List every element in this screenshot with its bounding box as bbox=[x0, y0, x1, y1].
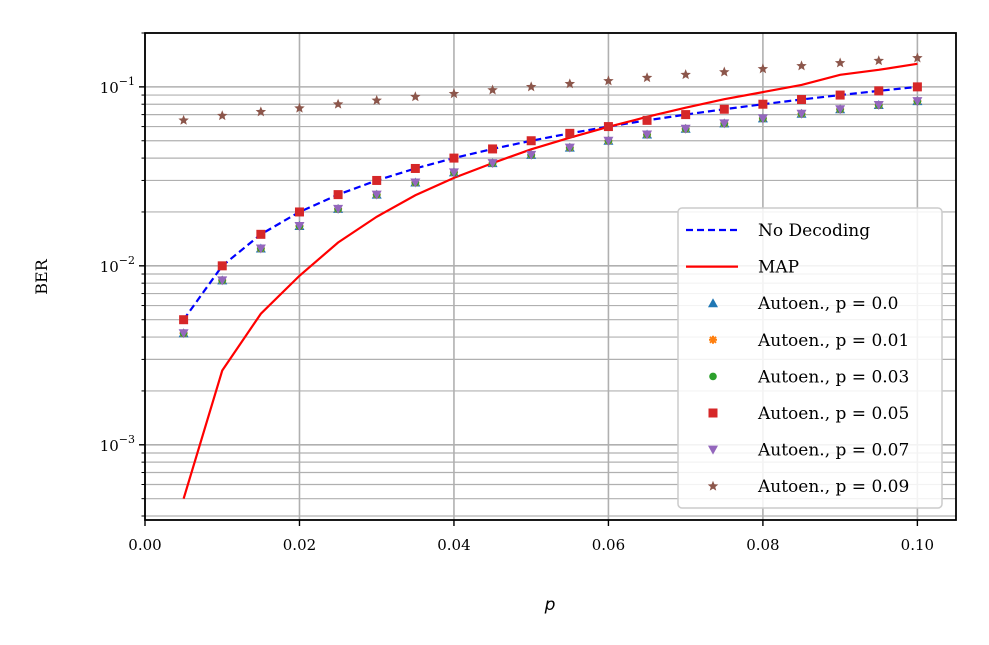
data-point-series-5 bbox=[372, 175, 382, 185]
legend-swatch-7 bbox=[707, 480, 719, 491]
data-point-series-6 bbox=[217, 276, 228, 286]
data-point-series-7 bbox=[912, 52, 923, 63]
data-point-series-7 bbox=[332, 98, 344, 109]
data-point-series-7 bbox=[757, 63, 769, 74]
data-point-series-5 bbox=[758, 99, 768, 109]
data-point-series-7 bbox=[680, 69, 691, 80]
legend-label-3: Autoen., p = 0.01 bbox=[757, 331, 909, 351]
data-point-series-5 bbox=[488, 144, 498, 154]
data-point-series-5 bbox=[912, 82, 922, 92]
axes: 0.00 0.02 0.04 0.06 0.08 0.10 10−3 10−2 10−1 bbox=[100, 32, 957, 554]
data-point-series-7 bbox=[641, 72, 653, 83]
legend-label-0: No Decoding bbox=[758, 221, 870, 241]
data-point-series-6 bbox=[526, 150, 537, 160]
legend-swatch-5 bbox=[708, 408, 718, 418]
data-point-series-5 bbox=[874, 86, 884, 96]
y-tick-label: 10−2 bbox=[100, 254, 135, 276]
data-point-series-7 bbox=[217, 110, 228, 121]
data-point-series-6 bbox=[912, 97, 923, 107]
x-axis-label: p bbox=[544, 595, 556, 615]
data-point-series-6 bbox=[642, 130, 653, 140]
data-point-series-5 bbox=[797, 95, 807, 105]
data-point-series-7 bbox=[371, 94, 382, 105]
data-point-series-5 bbox=[565, 128, 575, 138]
data-point-series-6 bbox=[333, 204, 344, 214]
y-tick-label: 10−1 bbox=[100, 75, 135, 97]
x-tick-label: 0.06 bbox=[592, 536, 625, 554]
series-layer bbox=[178, 52, 923, 499]
data-point-series-5 bbox=[642, 115, 652, 125]
data-point-series-5 bbox=[294, 207, 304, 217]
legend-label-7: Autoen., p = 0.09 bbox=[757, 477, 909, 497]
data-point-series-6 bbox=[294, 221, 305, 231]
data-point-series-7 bbox=[564, 78, 576, 89]
legend-box bbox=[677, 207, 943, 509]
data-point-series-6 bbox=[603, 136, 614, 146]
legend-swatch-4 bbox=[709, 372, 717, 381]
data-point-series-6 bbox=[873, 100, 884, 110]
data-point-series-5 bbox=[410, 163, 420, 173]
legend-label-1: MAP bbox=[758, 258, 799, 278]
data-point-series-6 bbox=[371, 190, 382, 200]
data-point-series-7 bbox=[410, 91, 421, 102]
data-point-series-7 bbox=[719, 66, 730, 77]
data-point-series-7 bbox=[525, 81, 537, 92]
data-point-series-5 bbox=[256, 229, 266, 239]
y-tick-label: 10−3 bbox=[100, 433, 135, 455]
x-tick-label: 0.02 bbox=[283, 536, 316, 554]
plot-frame bbox=[144, 32, 957, 521]
data-point-series-5 bbox=[449, 153, 459, 163]
x-tick-label: 0.04 bbox=[437, 536, 470, 554]
legend-swatch-3 bbox=[709, 335, 717, 344]
x-tick-label: 0.10 bbox=[901, 536, 934, 554]
data-point-series-7 bbox=[796, 60, 807, 71]
data-point-series-5 bbox=[719, 104, 729, 114]
legend-swatch-2 bbox=[708, 298, 718, 308]
data-point-series-5 bbox=[681, 110, 691, 120]
data-point-series-7 bbox=[448, 88, 460, 99]
legend-label-2: Autoen., p = 0.0 bbox=[757, 294, 898, 314]
data-point-series-5 bbox=[179, 315, 189, 325]
data-point-series-6 bbox=[719, 119, 730, 129]
data-point-series-5 bbox=[217, 261, 227, 271]
legend-label-6: Autoen., p = 0.07 bbox=[757, 441, 909, 461]
data-point-series-5 bbox=[835, 90, 845, 100]
x-tick-label: 0.00 bbox=[128, 536, 161, 554]
data-point-series-7 bbox=[487, 84, 498, 95]
data-point-series-6 bbox=[255, 244, 266, 254]
data-point-series-5 bbox=[603, 122, 613, 132]
data-point-series-7 bbox=[873, 55, 884, 66]
data-point-series-5 bbox=[526, 136, 536, 146]
data-point-series-7 bbox=[178, 114, 189, 125]
data-point-series-6 bbox=[757, 114, 768, 124]
x-tick-label: 0.08 bbox=[746, 536, 779, 554]
data-point-series-6 bbox=[487, 159, 498, 169]
series-line-0 bbox=[182, 85, 918, 321]
data-point-series-7 bbox=[294, 102, 305, 113]
data-point-series-6 bbox=[448, 168, 459, 178]
y-axis-label: BER bbox=[32, 258, 51, 294]
data-point-series-6 bbox=[796, 109, 807, 119]
data-point-series-6 bbox=[835, 105, 846, 115]
legend-label-4: Autoen., p = 0.03 bbox=[757, 367, 909, 387]
legend-label-5: Autoen., p = 0.05 bbox=[757, 404, 909, 424]
data-point-series-6 bbox=[564, 143, 575, 153]
legend-swatch-6 bbox=[708, 445, 718, 455]
data-point-series-6 bbox=[410, 178, 421, 188]
data-point-series-7 bbox=[603, 75, 614, 86]
data-point-series-7 bbox=[255, 106, 267, 117]
data-point-series-6 bbox=[680, 124, 691, 134]
legend: No Decoding MAP Autoen., p = 0.0 Autoen., p… bbox=[677, 207, 943, 509]
data-point-series-5 bbox=[333, 190, 343, 200]
data-point-series-7 bbox=[834, 57, 846, 68]
series-line-1 bbox=[182, 62, 918, 499]
data-point-series-6 bbox=[178, 329, 189, 339]
